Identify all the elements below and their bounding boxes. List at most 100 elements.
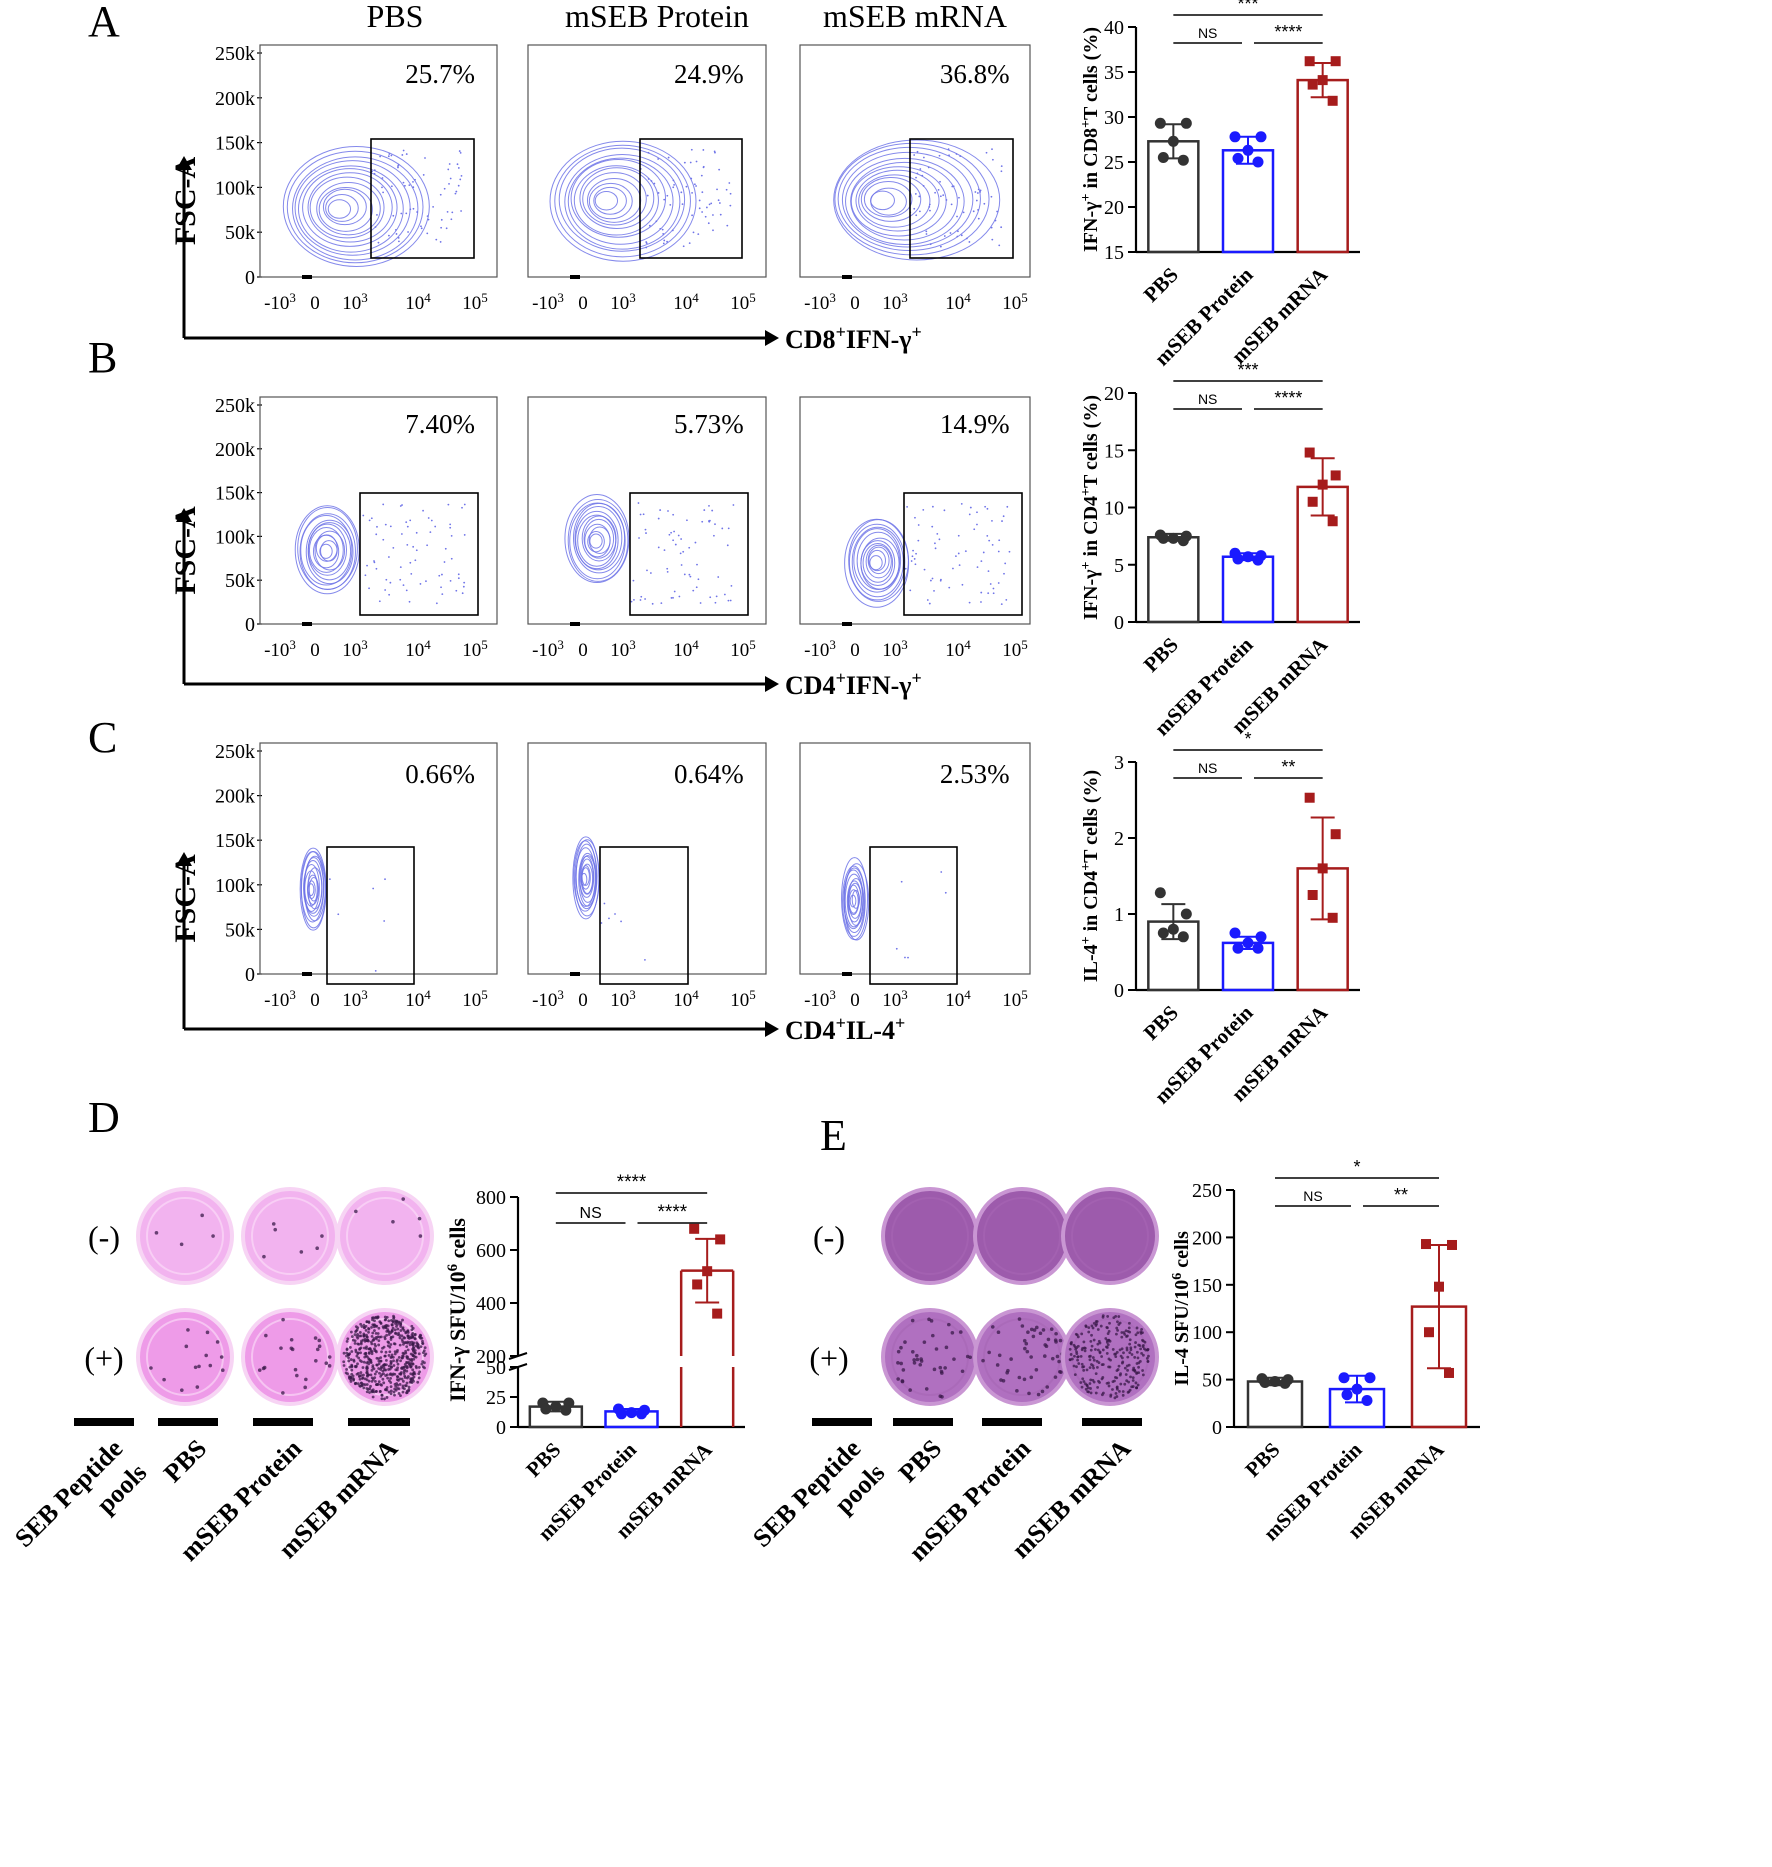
spot — [1101, 1314, 1105, 1318]
event-dot — [988, 539, 991, 542]
spot — [327, 1364, 332, 1368]
spot — [1070, 1357, 1074, 1361]
event-dot — [663, 549, 666, 552]
spot — [407, 1389, 411, 1393]
superscript: + — [836, 322, 846, 342]
event-dot — [401, 154, 404, 156]
spot — [377, 1380, 381, 1384]
panel-label-C: C — [88, 713, 117, 762]
contour-line — [860, 176, 922, 222]
event-dot — [913, 207, 916, 210]
spot — [389, 1362, 393, 1366]
text-span: in CD4 — [1080, 496, 1102, 562]
significance-label: **** — [1274, 22, 1302, 42]
data-point — [1307, 79, 1318, 90]
contour-line — [844, 518, 910, 608]
text-span: 10 — [610, 293, 629, 314]
event-dot — [997, 550, 1000, 553]
contour-line — [307, 172, 393, 243]
event-dot — [603, 902, 606, 905]
event-dot — [645, 246, 648, 249]
y-tick-label: 200 — [1192, 1227, 1222, 1249]
contour-line — [833, 139, 1001, 261]
superscript: + — [836, 1013, 846, 1033]
contour-line — [294, 160, 411, 256]
event-dot — [455, 589, 458, 592]
spot — [351, 1377, 355, 1380]
event-dot — [672, 179, 675, 182]
spot — [370, 1334, 374, 1338]
event-dot — [934, 547, 937, 550]
text-span: 0 — [578, 990, 588, 1011]
spot — [356, 1382, 360, 1386]
spot — [1074, 1347, 1078, 1351]
spot — [404, 1341, 408, 1344]
spot — [404, 1330, 408, 1334]
spot — [398, 1336, 402, 1340]
spot — [1129, 1375, 1132, 1379]
x-tick-label: 105 — [1002, 290, 1028, 315]
spot — [208, 1363, 213, 1368]
event-dot — [693, 183, 696, 186]
data-point — [1364, 1372, 1376, 1384]
event-dot — [1000, 165, 1003, 168]
event-dot — [998, 539, 1001, 542]
event-dot — [401, 504, 403, 506]
event-dot — [925, 230, 928, 233]
spot — [1026, 1330, 1030, 1334]
event-dot — [974, 191, 977, 193]
event-dot — [1003, 572, 1005, 575]
spot — [1114, 1314, 1118, 1318]
event-dot — [991, 158, 994, 161]
event-dot — [960, 234, 963, 237]
spot — [1031, 1334, 1036, 1339]
event-dot — [374, 969, 377, 972]
significance-label: *** — [1237, 0, 1258, 14]
event-dot — [948, 154, 950, 157]
spot — [1096, 1365, 1099, 1369]
y-tick-label: 0 — [1114, 612, 1124, 634]
event-dot — [679, 552, 682, 555]
event-dot — [384, 878, 386, 881]
contour-line — [322, 188, 367, 226]
event-dot — [895, 947, 898, 950]
text-span: 10 — [730, 990, 749, 1011]
event-dot — [405, 521, 408, 524]
event-dot — [712, 229, 714, 232]
event-dot — [381, 186, 383, 189]
event-dot — [921, 174, 924, 177]
spot — [997, 1353, 1002, 1358]
spot — [405, 1345, 409, 1349]
event-dot — [667, 510, 669, 512]
group-underline — [74, 1418, 134, 1426]
spot — [359, 1322, 363, 1326]
spot — [1096, 1328, 1100, 1331]
spot — [1070, 1340, 1073, 1344]
event-dot — [939, 180, 941, 183]
contour-line — [318, 186, 373, 232]
event-dot — [980, 591, 983, 594]
event-dot — [608, 917, 610, 920]
spot — [1038, 1331, 1043, 1336]
event-dot — [942, 194, 945, 197]
event-dot — [955, 153, 958, 155]
spot — [1082, 1340, 1086, 1344]
y-tick-label: 800 — [476, 1187, 506, 1209]
spot — [383, 1354, 387, 1358]
spot — [420, 1362, 424, 1366]
superscript: 3 — [289, 987, 296, 1002]
spot — [995, 1363, 1000, 1367]
spot — [1135, 1386, 1138, 1390]
spot — [1107, 1357, 1111, 1361]
spot — [1100, 1355, 1104, 1358]
spot — [293, 1367, 298, 1372]
spot — [402, 1328, 406, 1332]
data-point — [1317, 479, 1328, 490]
spot — [412, 1357, 416, 1361]
spot — [375, 1316, 379, 1320]
event-dot — [409, 561, 412, 564]
event-dot — [977, 209, 979, 211]
text-span: 10 — [673, 640, 692, 661]
x-tick-label: -103 — [264, 987, 296, 1012]
gate-box — [629, 492, 749, 616]
